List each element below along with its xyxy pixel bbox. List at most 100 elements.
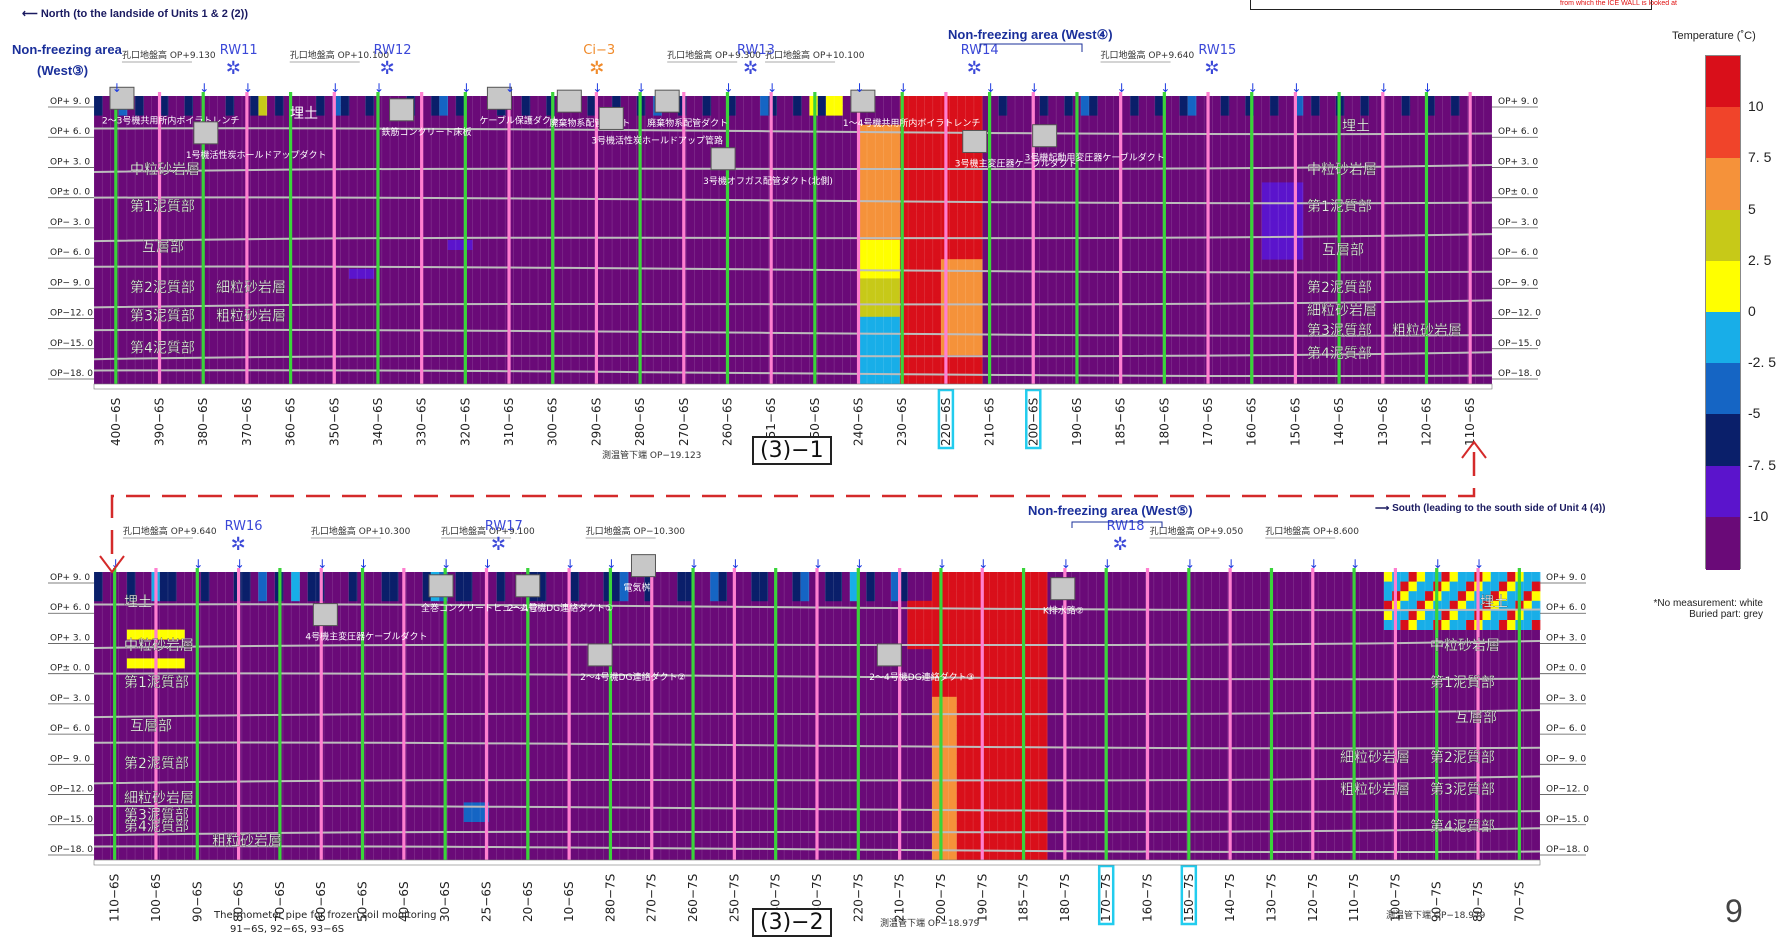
heatmap-cell: [891, 192, 901, 202]
heatmap-cell: [956, 754, 966, 765]
heatmap-cell: [537, 581, 547, 592]
heatmap-cell: [949, 172, 958, 183]
heatmap-cell: [890, 591, 900, 602]
heatmap-cell: [973, 840, 982, 851]
x-axis-strip: [93, 859, 1541, 866]
heatmap-cell: [1014, 744, 1023, 755]
heatmap-cell: [1408, 610, 1418, 621]
well-star-icon: ✲: [491, 534, 506, 555]
heatmap-cell: [1038, 754, 1048, 765]
heatmap-cell: [291, 591, 300, 602]
heatmap-cell: [940, 735, 949, 746]
layer-label: 第3泥質部: [130, 308, 195, 325]
heatmap-cell: [1383, 572, 1393, 582]
structure-label: 3号機起動用変圧器ケーブルダクト: [1025, 152, 1165, 164]
x-tick-label: 200−6S: [1026, 398, 1040, 446]
heatmap-cell: [455, 105, 465, 116]
heatmap-cell: [989, 581, 999, 592]
structure-label: 4号機主変圧器ケーブルダクト: [305, 631, 427, 643]
heatmap-cell: [997, 581, 1007, 592]
heatmap-cell: [956, 840, 966, 851]
heatmap-cell: [989, 668, 999, 678]
heatmap-cell: [1490, 620, 1500, 630]
heatmap-cell: [422, 581, 432, 592]
colorbar-tick-label: -5: [1748, 405, 1761, 422]
heatmap-cell: [316, 96, 325, 106]
heatmap-cell: [899, 182, 909, 193]
heatmap-cell: [1030, 773, 1040, 784]
heatmap-cell: [126, 581, 136, 592]
colorbar-segment: [1706, 414, 1740, 468]
heatmap-cell: [907, 610, 916, 621]
heatmap-cell: [587, 105, 597, 116]
heatmap-cell: [883, 297, 893, 308]
heatmap-cell: [997, 802, 1007, 813]
heatmap-cell: [940, 754, 949, 765]
heatmap-cell: [932, 249, 942, 260]
heatmap-cell: [908, 336, 917, 346]
heatmap-cell: [883, 326, 893, 337]
heatmap-cell: [759, 591, 769, 602]
heatmap-cell: [891, 153, 901, 164]
heatmap-cell: [1449, 610, 1459, 621]
heatmap-cell: [907, 629, 916, 640]
heatmap-cell: [924, 364, 934, 375]
pipe-bottom-note: 測温管下端 OP−18.979: [880, 917, 980, 929]
ground-elevation-label: 孔口地盤高 OP+8.600: [1265, 525, 1359, 537]
heatmap-cell: [997, 668, 1007, 678]
heatmap-cell: [1064, 96, 1073, 106]
heatmap-cell: [1022, 744, 1032, 755]
heatmap-cell: [1269, 96, 1279, 106]
heatmap-cell: [973, 364, 983, 375]
heatmap-cell: [800, 591, 810, 602]
heatmap-cell: [867, 297, 876, 308]
heatmap-cell: [916, 297, 925, 308]
heatmap-cell: [965, 211, 975, 222]
heatmap-cell: [916, 278, 925, 289]
x-tick-label: 290−6S: [589, 398, 603, 446]
heatmap-cell: [307, 572, 317, 582]
heatmap-cell: [867, 182, 876, 193]
heatmap-cell: [965, 230, 975, 241]
heatmap-cell: [1030, 754, 1040, 765]
heatmap-cell: [1039, 96, 1049, 106]
buried-part-text: Buried part: grey: [1689, 609, 1763, 620]
heatmap-cell: [965, 307, 975, 318]
heatmap-cell: [867, 134, 876, 145]
heatmap-cell: [932, 374, 942, 385]
non-freezing-west3: Non-freezing area (West③): [12, 42, 122, 78]
down-arrow-icon: ↓: [243, 81, 253, 95]
heatmap-cell: [875, 278, 884, 289]
heatmap-cell: [956, 658, 966, 669]
heatmap-cell: [677, 581, 686, 592]
heatmap-cell: [956, 744, 966, 755]
heatmap-cell: [899, 336, 909, 346]
x-tick-label: 80−6S: [232, 881, 246, 922]
heatmap-cell: [1482, 591, 1492, 602]
heatmap-cell: [1014, 716, 1023, 726]
down-arrow-icon: ↓: [112, 81, 122, 95]
heatmap-cell: [973, 648, 982, 659]
heatmap-cell: [981, 687, 990, 698]
heatmap-cell: [1038, 620, 1048, 630]
heatmap-cell: [883, 345, 893, 356]
heatmap-cell: [973, 668, 982, 678]
heatmap-cell: [1038, 773, 1048, 784]
heatmap-cell: [817, 105, 827, 116]
heatmap-cell: [1498, 610, 1508, 621]
heatmap-cell: [1360, 96, 1370, 106]
layer-boundary: [93, 351, 1493, 361]
heatmap-cell: [858, 364, 868, 375]
heatmap-cell: [957, 172, 967, 183]
x-tick-label: 270−6S: [677, 398, 691, 446]
structure-icon: [710, 147, 736, 171]
heatmap-cell: [940, 610, 949, 621]
x-tick-label: 150−6S: [1288, 398, 1302, 446]
heatmap-cell: [981, 668, 990, 678]
heatmap-cell: [143, 629, 152, 640]
heatmap-cell: [924, 201, 934, 212]
heatmap-cell: [973, 591, 982, 602]
layer-label: 粗粒砂岩層: [1340, 782, 1410, 798]
heatmap-cell: [973, 220, 983, 231]
heatmap-cell: [455, 591, 465, 602]
